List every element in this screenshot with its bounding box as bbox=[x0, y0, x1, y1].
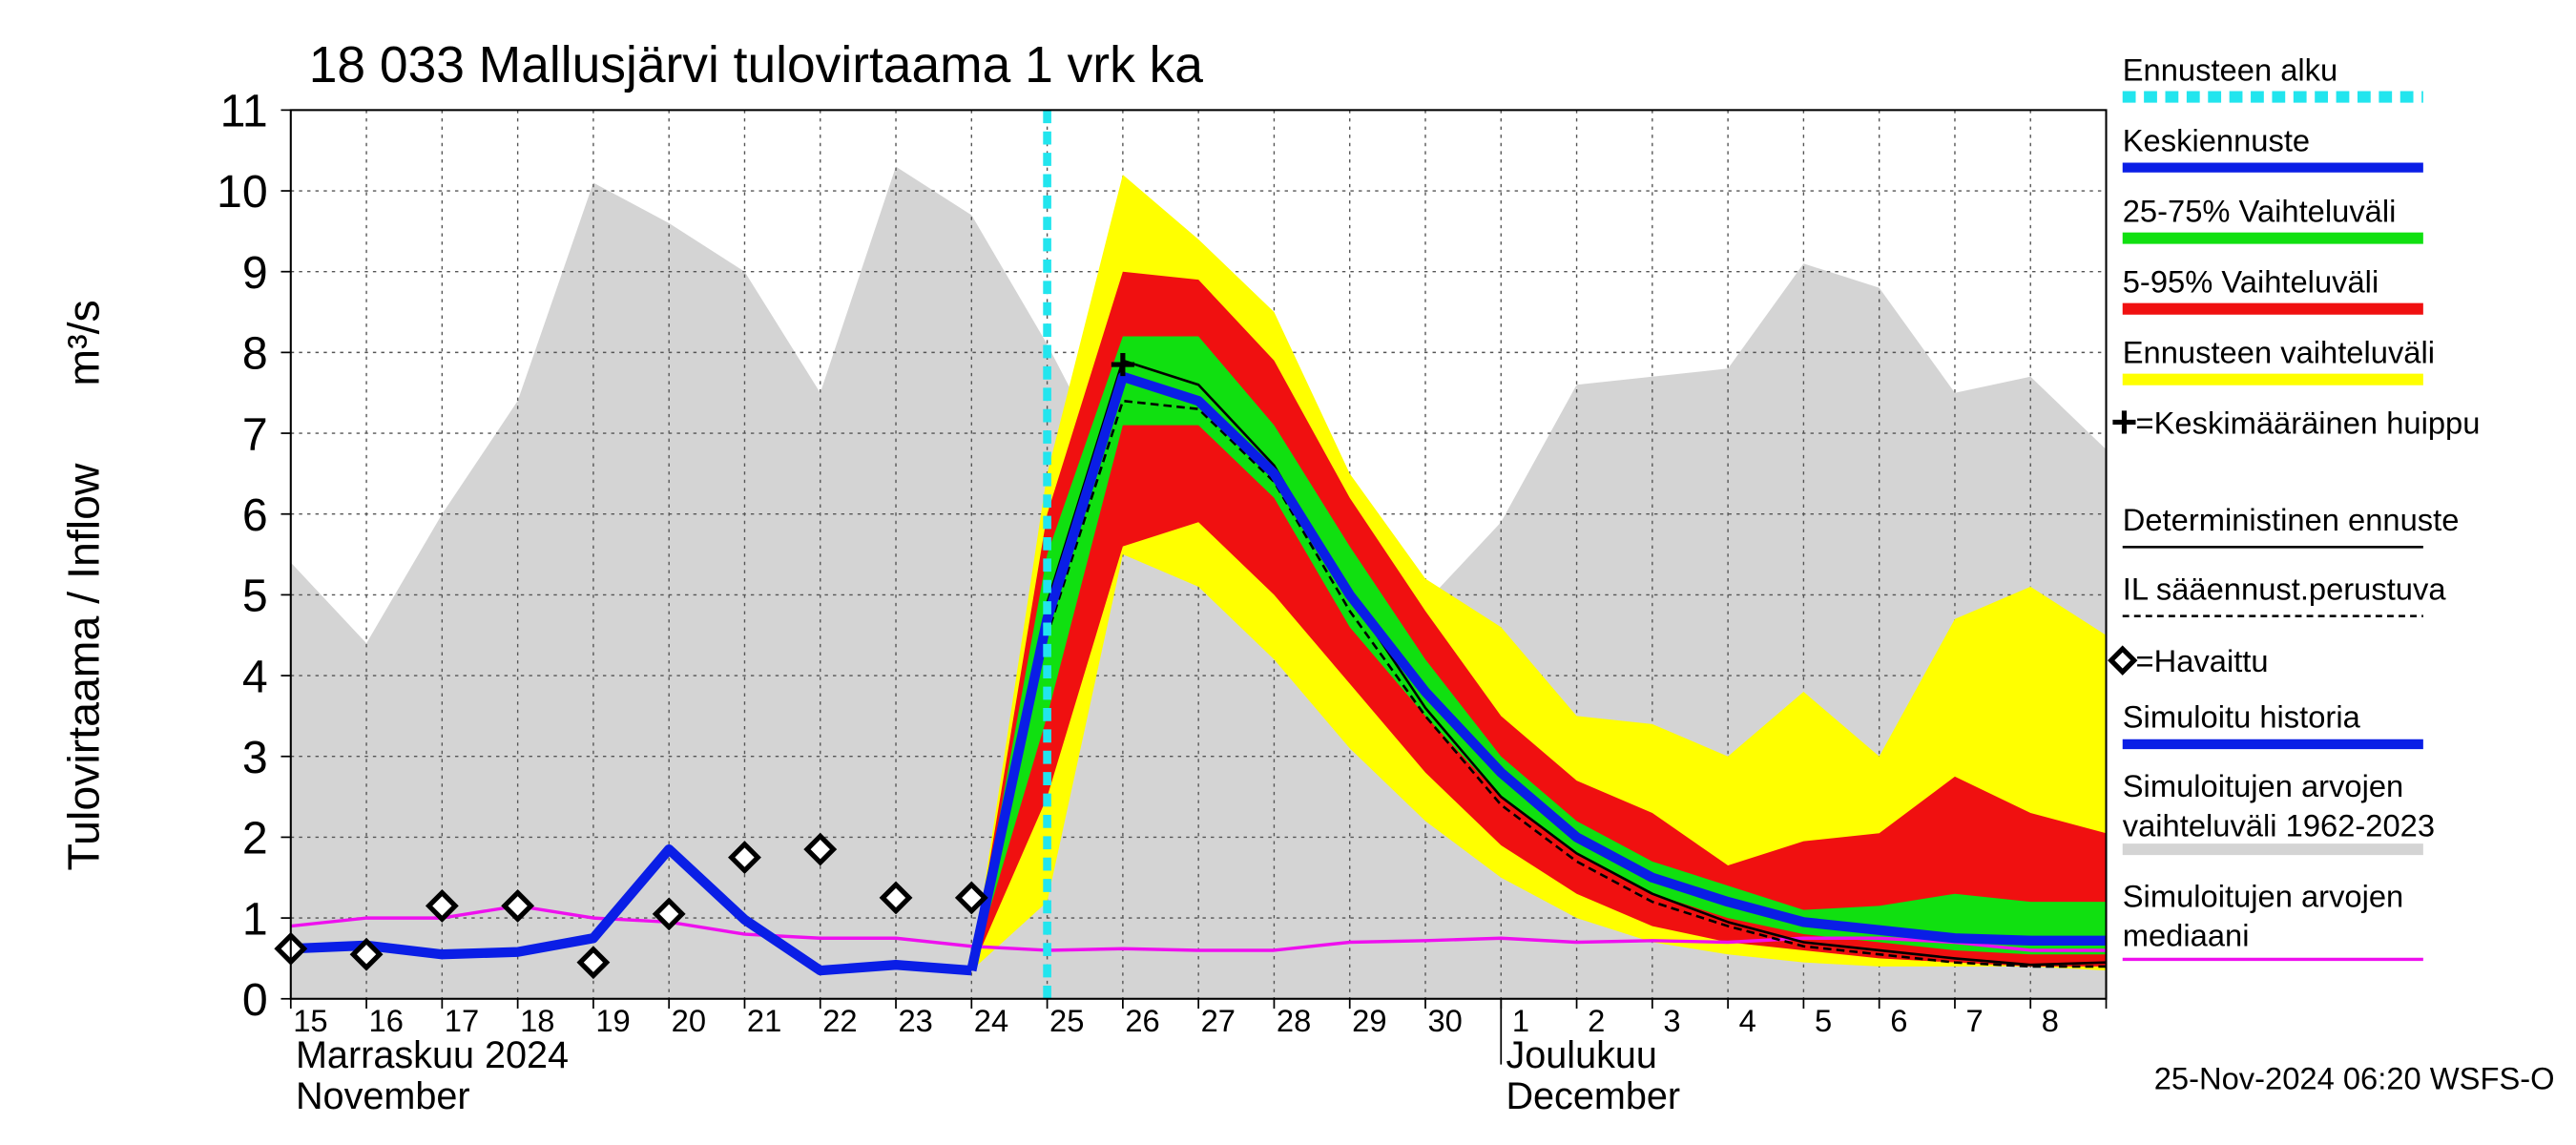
x-tick-label: 29 bbox=[1352, 1003, 1386, 1038]
observed-marker bbox=[652, 897, 686, 931]
observed-marker bbox=[425, 888, 459, 923]
observed-marker bbox=[728, 841, 761, 875]
month-label: November bbox=[296, 1075, 470, 1117]
y-tick-label: 9 bbox=[242, 247, 268, 299]
y-tick-label: 11 bbox=[220, 86, 268, 137]
x-tick-label: 23 bbox=[898, 1003, 932, 1038]
x-tick-label: 24 bbox=[974, 1003, 1008, 1038]
legend-label: Simuloitujen arvojen bbox=[2123, 878, 2404, 913]
month-label: December bbox=[1506, 1075, 1680, 1117]
x-tick-label: 26 bbox=[1125, 1003, 1159, 1038]
x-tick-label: 6 bbox=[1890, 1003, 1907, 1038]
month-label: Joulukuu bbox=[1506, 1034, 1657, 1076]
x-tick-label: 21 bbox=[747, 1003, 781, 1038]
legend-label: Ennusteen vaihteluväli bbox=[2123, 334, 2435, 369]
y-tick-label: 1 bbox=[242, 893, 268, 945]
legend-label: =Havaittu bbox=[2136, 643, 2269, 678]
legend-label: Ennusteen alku bbox=[2123, 52, 2337, 87]
y-tick-label: 0 bbox=[242, 974, 268, 1026]
x-tick-label: 2 bbox=[1588, 1003, 1605, 1038]
x-tick-label: 28 bbox=[1277, 1003, 1311, 1038]
legend-label: 5-95% Vaihteluväli bbox=[2123, 263, 2379, 299]
x-tick-label: 1 bbox=[1512, 1003, 1529, 1038]
band bbox=[971, 336, 2107, 971]
x-tick-label: 30 bbox=[1427, 1003, 1462, 1038]
x-tick-label: 25 bbox=[1049, 1003, 1084, 1038]
x-tick-label: 22 bbox=[822, 1003, 857, 1038]
footer: 25-Nov-2024 06:20 WSFS-O bbox=[2154, 1060, 2555, 1095]
observed-marker bbox=[576, 946, 611, 980]
x-tick-label: 8 bbox=[2042, 1003, 2059, 1038]
observed-marker bbox=[803, 832, 838, 866]
y-tick-label: 6 bbox=[242, 489, 268, 541]
x-tick-label: 15 bbox=[293, 1003, 327, 1038]
peak-marker bbox=[1111, 353, 1134, 377]
month-label: Marraskuu 2024 bbox=[296, 1034, 569, 1076]
legend-label: Keskiennuste bbox=[2123, 122, 2310, 157]
x-tick-label: 3 bbox=[1663, 1003, 1680, 1038]
legend-label: IL sääennust.perustuva bbox=[2123, 571, 2447, 606]
x-tick-label: 19 bbox=[595, 1003, 630, 1038]
line bbox=[970, 399, 2107, 971]
x-tick-label: 18 bbox=[520, 1003, 554, 1038]
y-tick-label: 5 bbox=[242, 571, 268, 622]
observed-marker bbox=[879, 881, 913, 915]
x-tick-label: 16 bbox=[369, 1003, 404, 1038]
line bbox=[290, 843, 972, 976]
chart-title: 18 033 Mallusjärvi tulovirtaama 1 vrk ka bbox=[309, 37, 1204, 94]
y-tick-label: 3 bbox=[242, 732, 268, 783]
plot-layer bbox=[274, 109, 2108, 1000]
x-tick-label: 27 bbox=[1201, 1003, 1236, 1038]
x-tick-label: 5 bbox=[1815, 1003, 1832, 1038]
observed-marker bbox=[954, 881, 988, 915]
line bbox=[966, 371, 2107, 972]
x-tick-label: 4 bbox=[1739, 1003, 1756, 1038]
legend-label: 25-75% Vaihteluväli bbox=[2123, 193, 2397, 228]
y-tick-label: 2 bbox=[242, 813, 268, 864]
y-tick-label: 8 bbox=[242, 328, 268, 380]
legend-label: vaihteluväli 1962-2023 bbox=[2123, 807, 2435, 843]
legend-label: mediaani bbox=[2123, 918, 2250, 953]
observed-marker bbox=[349, 937, 384, 971]
legend-label: =Keskimääräinen huippu bbox=[2136, 406, 2481, 441]
legend-label: Simuloitu historia bbox=[2123, 699, 2361, 735]
y-axis-unit: m³/s bbox=[58, 300, 108, 385]
y-tick-label: 7 bbox=[242, 408, 268, 460]
legend-label: Deterministinen ennuste bbox=[2123, 502, 2460, 537]
legend-icon bbox=[2108, 645, 2138, 676]
x-tick-label: 20 bbox=[672, 1003, 706, 1038]
x-tick-label: 17 bbox=[445, 1003, 479, 1038]
legend-icon bbox=[2112, 410, 2136, 434]
line bbox=[290, 904, 2107, 952]
y-axis-label: Tulovirtaama / Inflow bbox=[58, 463, 108, 870]
line bbox=[970, 359, 2107, 971]
y-tick-label: 4 bbox=[242, 651, 268, 702]
x-tick-label: 7 bbox=[1966, 1003, 1984, 1038]
observed-marker bbox=[501, 888, 535, 923]
legend-label: Simuloitujen arvojen bbox=[2123, 768, 2404, 803]
y-tick-label: 10 bbox=[217, 166, 268, 218]
